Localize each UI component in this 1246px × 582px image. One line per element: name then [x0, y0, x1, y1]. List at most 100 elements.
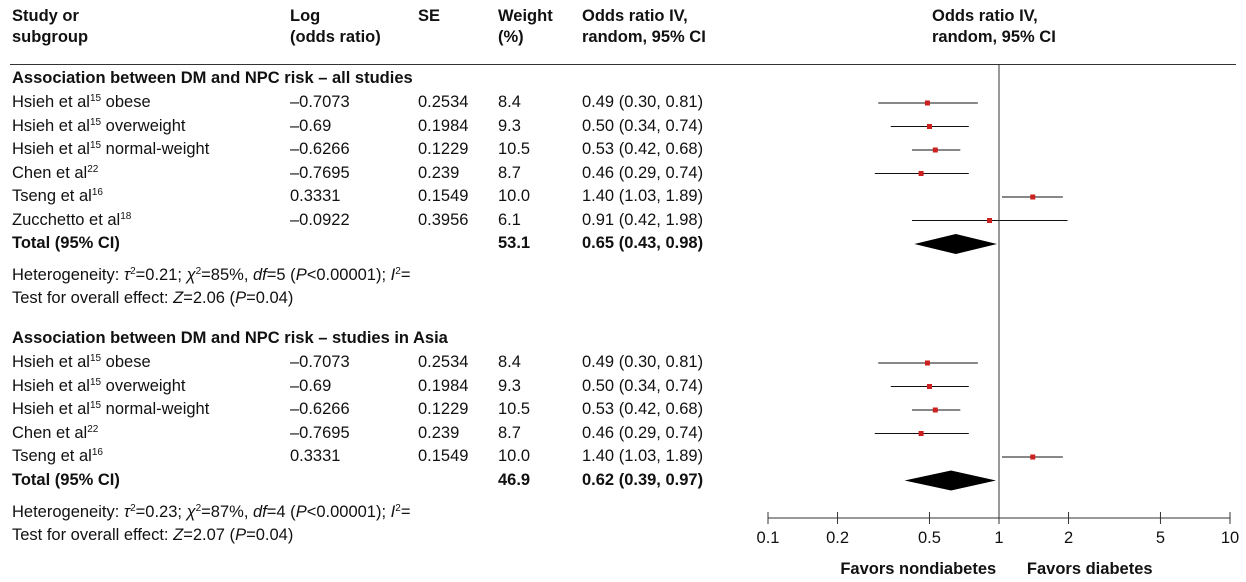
- study-name: Zucchetto et al18: [12, 211, 131, 230]
- point-estimate: [926, 384, 932, 389]
- x-tick-label: 0.1: [757, 529, 780, 547]
- study-ci: 1.40 (1.03, 1.89): [582, 447, 704, 465]
- study-log-or: –0.7073: [290, 93, 350, 111]
- study-se: 0.2534: [418, 93, 469, 111]
- study-weight: 10.0: [498, 187, 531, 205]
- study-ref: 15: [89, 353, 102, 364]
- header-or-text: Odds ratio IV, random, 95% CI: [582, 7, 706, 46]
- x-tick-label: 0.2: [826, 529, 849, 547]
- study-log-or: –0.7695: [290, 423, 350, 442]
- study-name: Hsieh et al15 normal-weight: [12, 140, 209, 159]
- study-log-or: 0.3331: [290, 187, 341, 205]
- study-se: 0.1229: [418, 140, 469, 158]
- study-suffix: obese: [101, 93, 151, 111]
- favors-right-label: Favors diabetes: [1027, 560, 1153, 578]
- study-log-or: –0.7073: [290, 353, 350, 371]
- header-se: SE: [418, 7, 441, 25]
- study-weight: 10.5: [498, 400, 531, 418]
- total-label: Total (95% CI): [12, 234, 120, 252]
- study-se: 0.1229: [418, 400, 469, 418]
- study-se: 0.1549: [418, 187, 469, 205]
- x-tick-label: 10: [1221, 529, 1239, 547]
- study-se: 0.1984: [418, 116, 469, 135]
- study-log-or: 0.3331: [290, 447, 341, 465]
- study-log-or: –0.6266: [290, 140, 350, 158]
- x-tick-label: 2: [1064, 529, 1073, 547]
- study-ref: 18: [120, 210, 132, 222]
- point-estimate: [918, 431, 924, 436]
- study-log-or: –0.0922: [290, 210, 350, 229]
- study-log-or: –0.69: [290, 116, 332, 135]
- study-se: 0.3956: [418, 210, 469, 229]
- header-weight: Weight (%): [498, 7, 553, 46]
- point-estimate: [1030, 454, 1036, 460]
- study-suffix: normal-weight: [101, 400, 210, 418]
- total-ci: 0.62 (0.39, 0.97): [582, 470, 704, 489]
- subgroup-title: Association between DM and NPC risk – st…: [12, 329, 448, 347]
- study-se: 0.1984: [418, 376, 469, 395]
- point-estimate: [924, 100, 930, 106]
- point-estimate: [924, 360, 930, 366]
- point-estimate: [987, 218, 993, 223]
- study-weight: 8.7: [498, 163, 521, 182]
- study-name: Hsieh et al15 normal-weight: [12, 400, 209, 419]
- header-log-odds: Log (odds ratio): [290, 7, 381, 46]
- study-ref: 15: [89, 116, 102, 128]
- study-name: Chen et al22: [12, 164, 98, 183]
- study-ref: 16: [91, 187, 103, 198]
- study-ref: 15: [89, 140, 102, 151]
- study-weight: 10.5: [498, 140, 531, 158]
- subgroup-title: Association between DM and NPC risk – al…: [12, 69, 413, 87]
- favors-left-label: Favors nondiabetes: [840, 560, 996, 578]
- x-tick-label: 0.5: [918, 529, 941, 547]
- total-weight: 46.9: [498, 470, 531, 489]
- study-weight: 8.7: [498, 423, 521, 442]
- heterogeneity-text: Heterogeneity: τ2=0.21; χ2=85%, df=5 (P<…: [12, 266, 411, 284]
- study-suffix: overweight: [101, 376, 186, 395]
- study-se: 0.239: [418, 163, 460, 182]
- point-estimate: [926, 124, 932, 129]
- study-author: Chen et al: [12, 423, 88, 442]
- study-author: Hsieh et al: [12, 140, 90, 158]
- study-name: Tseng et al16: [12, 447, 103, 466]
- study-ci: 1.40 (1.03, 1.89): [582, 187, 704, 205]
- study-ref: 15: [89, 376, 102, 388]
- study-author: Tseng et al: [12, 187, 92, 205]
- study-ci: 0.46 (0.29, 0.74): [582, 423, 704, 442]
- study-weight: 8.4: [498, 93, 521, 111]
- study-ref: 22: [87, 423, 99, 435]
- study-ref: 22: [87, 163, 99, 175]
- study-name: Hsieh et al15 obese: [12, 93, 151, 112]
- heterogeneity-text: Heterogeneity: τ2=0.23; χ2=87%, df=4 (P<…: [12, 502, 411, 521]
- study-ci: 0.50 (0.34, 0.74): [582, 376, 704, 395]
- study-name: Hsieh et al15 overweight: [12, 117, 185, 136]
- study-log-or: –0.7695: [290, 163, 350, 182]
- study-ref: 15: [89, 400, 102, 411]
- study-ref: 15: [89, 93, 102, 104]
- overall-effect-text: Test for overall effect: Z=2.07 (P=0.04): [12, 525, 294, 544]
- study-author: Hsieh et al: [12, 93, 90, 111]
- study-name: Chen et al22: [12, 424, 98, 443]
- point-estimate: [1030, 194, 1036, 200]
- x-tick-label: 5: [1156, 529, 1165, 547]
- study-log-or: –0.6266: [290, 400, 350, 418]
- study-author: Zucchetto et al: [12, 210, 121, 229]
- study-weight: 6.1: [498, 210, 521, 229]
- study-se: 0.2534: [418, 353, 469, 371]
- point-estimate: [932, 147, 938, 153]
- total-ci: 0.65 (0.43, 0.98): [582, 234, 704, 252]
- header-or-plot: Odds ratio IV, random, 95% CI: [932, 7, 1056, 46]
- study-ci: 0.49 (0.30, 0.81): [582, 353, 704, 371]
- study-author: Tseng et al: [12, 447, 92, 465]
- study-ci: 0.91 (0.42, 1.98): [582, 210, 704, 229]
- study-name: Hsieh et al15 overweight: [12, 377, 185, 396]
- study-suffix: normal-weight: [101, 140, 210, 158]
- overall-effect-text: Test for overall effect: Z=2.06 (P=0.04): [12, 289, 294, 307]
- point-estimate: [918, 171, 924, 176]
- study-log-or: –0.69: [290, 376, 332, 395]
- study-ci: 0.46 (0.29, 0.74): [582, 163, 704, 182]
- study-name: Hsieh et al15 obese: [12, 353, 151, 372]
- total-label: Total (95% CI): [12, 470, 120, 489]
- study-ci: 0.53 (0.42, 0.68): [582, 400, 704, 418]
- pooled-diamond: [904, 470, 996, 491]
